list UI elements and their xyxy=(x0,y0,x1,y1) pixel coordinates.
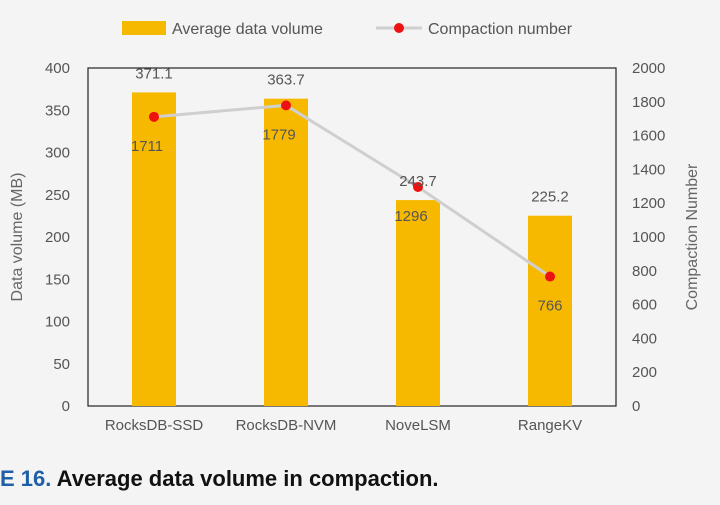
y-tick-label: 0 xyxy=(62,398,70,415)
x-tick-label: RocksDB-NVM xyxy=(236,417,337,434)
line-data-label: 1779 xyxy=(262,126,295,143)
y2-tick-label: 1000 xyxy=(632,229,665,246)
y-tick-label: 300 xyxy=(45,145,70,162)
line-data-label: 766 xyxy=(537,298,562,315)
y-tick-label: 350 xyxy=(45,102,70,119)
line-series xyxy=(153,103,551,278)
bar xyxy=(264,98,308,407)
y-axis-title: Data volume (MB) xyxy=(9,173,26,302)
y-tick-label: 400 xyxy=(45,60,70,77)
y-tick-label: 150 xyxy=(45,271,70,288)
figure-caption-text: Average data volume in compaction. xyxy=(56,466,439,491)
y2-tick-label: 400 xyxy=(632,330,657,347)
chart: 0 50 100 150 200 250 300 350 400 0 200 400 600 800 100… xyxy=(9,21,701,434)
figure-number: E 16. xyxy=(0,466,52,491)
line-data-label: 1296 xyxy=(394,208,427,225)
y2-tick-label: 1800 xyxy=(632,94,665,111)
bar-data-label: 225.2 xyxy=(531,189,569,206)
line-data-label: 1711 xyxy=(131,138,163,155)
plot-frame xyxy=(87,67,617,407)
legend-swatch-bar xyxy=(122,21,166,35)
bar-data-label: 243.7 xyxy=(399,173,437,190)
y2-tick-label: 1400 xyxy=(632,161,665,178)
bar-data-label: 371.1 xyxy=(135,65,173,82)
y2-tick-label: 1600 xyxy=(632,128,665,145)
y2-tick-label: 0 xyxy=(632,398,640,415)
y2-tick-label: 2000 xyxy=(632,60,665,77)
figure-caption: E 16. Average data volume in compaction. xyxy=(0,466,439,492)
bar-data-label: 363.7 xyxy=(267,72,305,89)
x-tick-label: NoveLSM xyxy=(385,417,451,434)
legend-label-bar: Average data volume xyxy=(172,21,323,38)
y-tick-label: 200 xyxy=(45,229,70,246)
y2-axis-title: Compaction Number xyxy=(684,163,701,310)
y2-tick-label: 800 xyxy=(632,263,657,280)
line-point xyxy=(545,271,555,282)
y-tick-label: 250 xyxy=(45,187,70,204)
line-point xyxy=(413,181,423,192)
line-point xyxy=(281,100,291,111)
y-tick-label: 50 xyxy=(53,356,70,373)
legend-label-line: Compaction number xyxy=(428,21,573,38)
legend-swatch-marker xyxy=(394,23,404,33)
bar xyxy=(396,200,440,406)
y2-tick-label: 1200 xyxy=(632,195,665,212)
y2-tick-label: 200 xyxy=(632,364,657,381)
y2-tick-label: 600 xyxy=(632,297,657,314)
bar xyxy=(528,215,572,406)
x-tick-label: RocksDB-SSD xyxy=(105,417,204,434)
bar xyxy=(132,92,176,406)
y-tick-label: 100 xyxy=(45,314,70,331)
x-tick-label: RangeKV xyxy=(518,417,582,434)
line-point xyxy=(149,111,159,122)
